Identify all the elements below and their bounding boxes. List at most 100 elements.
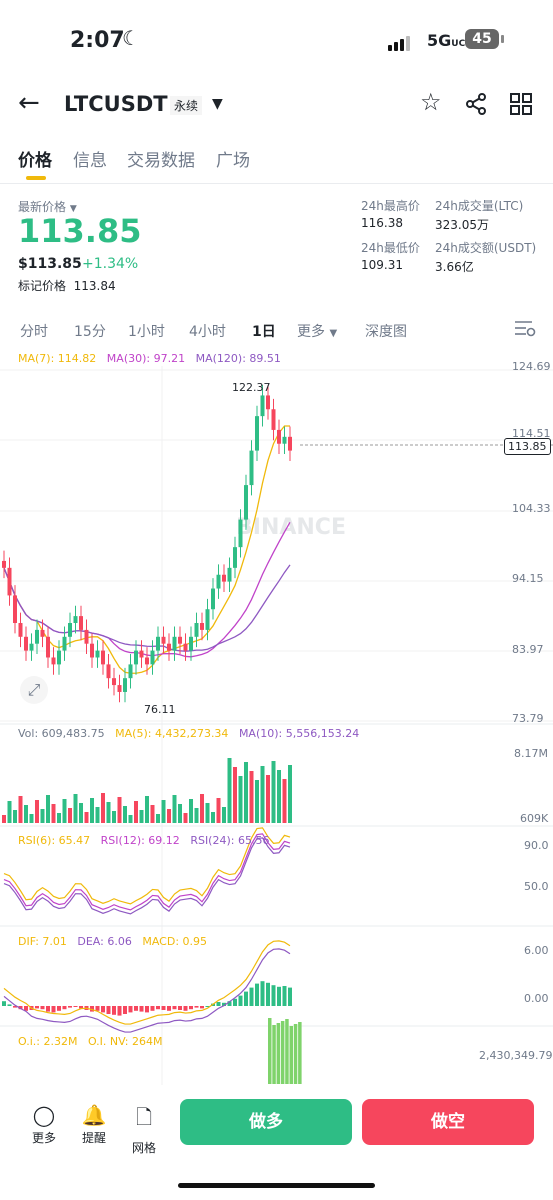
- usd-price: $113.85: [18, 256, 82, 272]
- volume-bar: [211, 812, 215, 823]
- kline-chart[interactable]: BINANCE: [0, 366, 553, 1086]
- candle: [189, 636, 193, 651]
- candle: [40, 629, 45, 637]
- volume-bar: [233, 767, 237, 823]
- macd-bar: [200, 1006, 204, 1009]
- active-tab-indicator: [26, 176, 46, 180]
- interval-more[interactable]: 更多 ▼: [297, 324, 338, 340]
- star-icon[interactable]: ☆: [420, 88, 442, 116]
- price-axis-label: 83.97: [512, 643, 544, 656]
- volume-bar: [46, 795, 50, 823]
- expand-icon[interactable]: ⤢: [20, 676, 48, 704]
- candle: [227, 567, 232, 582]
- macd-bar: [227, 1001, 232, 1006]
- volume-bar: [260, 766, 265, 823]
- interval-1h[interactable]: 1小时: [128, 324, 165, 340]
- chevron-down-icon: ▼: [69, 204, 77, 214]
- oi-bar: [280, 1021, 285, 1084]
- volume-bar: [244, 762, 248, 823]
- rsi-line: [3, 837, 291, 915]
- bell-icon: 🔔: [81, 1103, 107, 1127]
- macd-bar: [205, 1006, 210, 1007]
- candle: [112, 678, 116, 686]
- high-label: 24h最高价: [361, 199, 420, 213]
- macd-bar: [178, 1006, 182, 1010]
- symbol-dropdown-icon[interactable]: ▼: [212, 96, 223, 112]
- ma-line: [3, 425, 290, 674]
- candle: [271, 409, 276, 430]
- tab-info[interactable]: 信息: [73, 151, 107, 171]
- oi-bar: [298, 1022, 302, 1084]
- ma30-legend: MA(30): 97.21: [106, 352, 186, 365]
- rsi24: RSI(24): 65.56: [190, 834, 270, 847]
- volume-bar: [282, 779, 287, 823]
- candle: [134, 650, 138, 665]
- candle: [117, 685, 122, 692]
- macd-value: MACD: 0.95: [142, 935, 208, 948]
- candle: [46, 636, 50, 658]
- tab-trading-data[interactable]: 交易数据: [127, 151, 195, 171]
- grid-doc-icon: 🗋: [135, 1105, 153, 1129]
- macd-bar: [222, 1002, 226, 1006]
- more-dropdown-icon: ▼: [329, 328, 338, 339]
- macd-bar: [24, 1006, 28, 1011]
- macd-bar: [238, 995, 243, 1006]
- candle: [238, 519, 243, 548]
- vol-ltc-label: 24h成交量(LTC): [435, 199, 524, 213]
- macd-bar: [183, 1006, 188, 1011]
- macd-bar: [244, 991, 248, 1006]
- last-price-label[interactable]: 最新价格 ▼: [18, 200, 77, 214]
- macd-bar: [101, 1006, 105, 1013]
- oi-value: O.i.: 2.32M: [18, 1035, 78, 1048]
- grid-button[interactable]: 🗋 网格: [124, 1103, 164, 1156]
- more-button[interactable]: ◯ 更多: [24, 1103, 64, 1146]
- macd-legend: DIF: 7.01 DEA: 6.06 MACD: 0.95: [18, 935, 207, 948]
- price-axis-label: 104.33: [512, 502, 551, 515]
- candle: [2, 560, 6, 568]
- macd-axis-6: 6.00: [524, 944, 549, 957]
- volume-bar: [161, 800, 166, 823]
- back-arrow-icon[interactable]: ←: [18, 88, 40, 118]
- interval-depth[interactable]: 深度图: [365, 324, 407, 340]
- interval-15m[interactable]: 15分: [74, 324, 106, 340]
- candle: [282, 436, 287, 444]
- low-label: 24h最低价: [361, 241, 420, 255]
- macd-bar: [57, 1006, 61, 1011]
- rsi-axis-90: 90.0: [524, 839, 549, 852]
- moon-icon: ☾: [122, 26, 140, 50]
- share-icon[interactable]: [464, 92, 488, 120]
- macd-dea: DEA: 6.06: [77, 935, 132, 948]
- chart-settings-icon[interactable]: [514, 319, 536, 341]
- more-dots-icon: ◯: [32, 1103, 56, 1127]
- contract-type-badge: 永续: [170, 96, 203, 115]
- macd-bar: [194, 1006, 199, 1008]
- volume-bar: [172, 795, 177, 823]
- macd-bar: [139, 1006, 144, 1012]
- candle: [233, 547, 237, 568]
- long-button[interactable]: 做多: [180, 1099, 352, 1145]
- macd-bar: [233, 998, 237, 1006]
- macd-bar: [277, 986, 281, 1006]
- rsi-axis-50: 50.0: [524, 880, 549, 893]
- grid-layout-icon[interactable]: [510, 93, 532, 119]
- interval-time[interactable]: 分时: [20, 324, 48, 340]
- rsi-line: [3, 833, 291, 911]
- interval-4h[interactable]: 4小时: [189, 324, 226, 340]
- volume-bar: [112, 811, 116, 823]
- volume-bar: [62, 799, 67, 823]
- volume-bar: [117, 797, 122, 823]
- rsi-line: [3, 827, 291, 905]
- macd-bar: [249, 987, 254, 1006]
- macd-dif: DIF: 7.01: [18, 935, 67, 948]
- tab-square[interactable]: 广场: [216, 151, 250, 171]
- tab-price[interactable]: 价格: [18, 151, 52, 171]
- candle: [277, 429, 281, 444]
- short-button[interactable]: 做空: [362, 1099, 534, 1145]
- volume-bar: [24, 805, 28, 823]
- symbol-title[interactable]: LTCUSDT: [64, 92, 168, 116]
- macd-bar: [161, 1006, 166, 1010]
- interval-1d[interactable]: 1日: [252, 324, 276, 340]
- alert-button[interactable]: 🔔 提醒: [74, 1103, 114, 1146]
- current-price-tag: 113.85: [504, 438, 551, 455]
- oi-bar: [293, 1024, 298, 1084]
